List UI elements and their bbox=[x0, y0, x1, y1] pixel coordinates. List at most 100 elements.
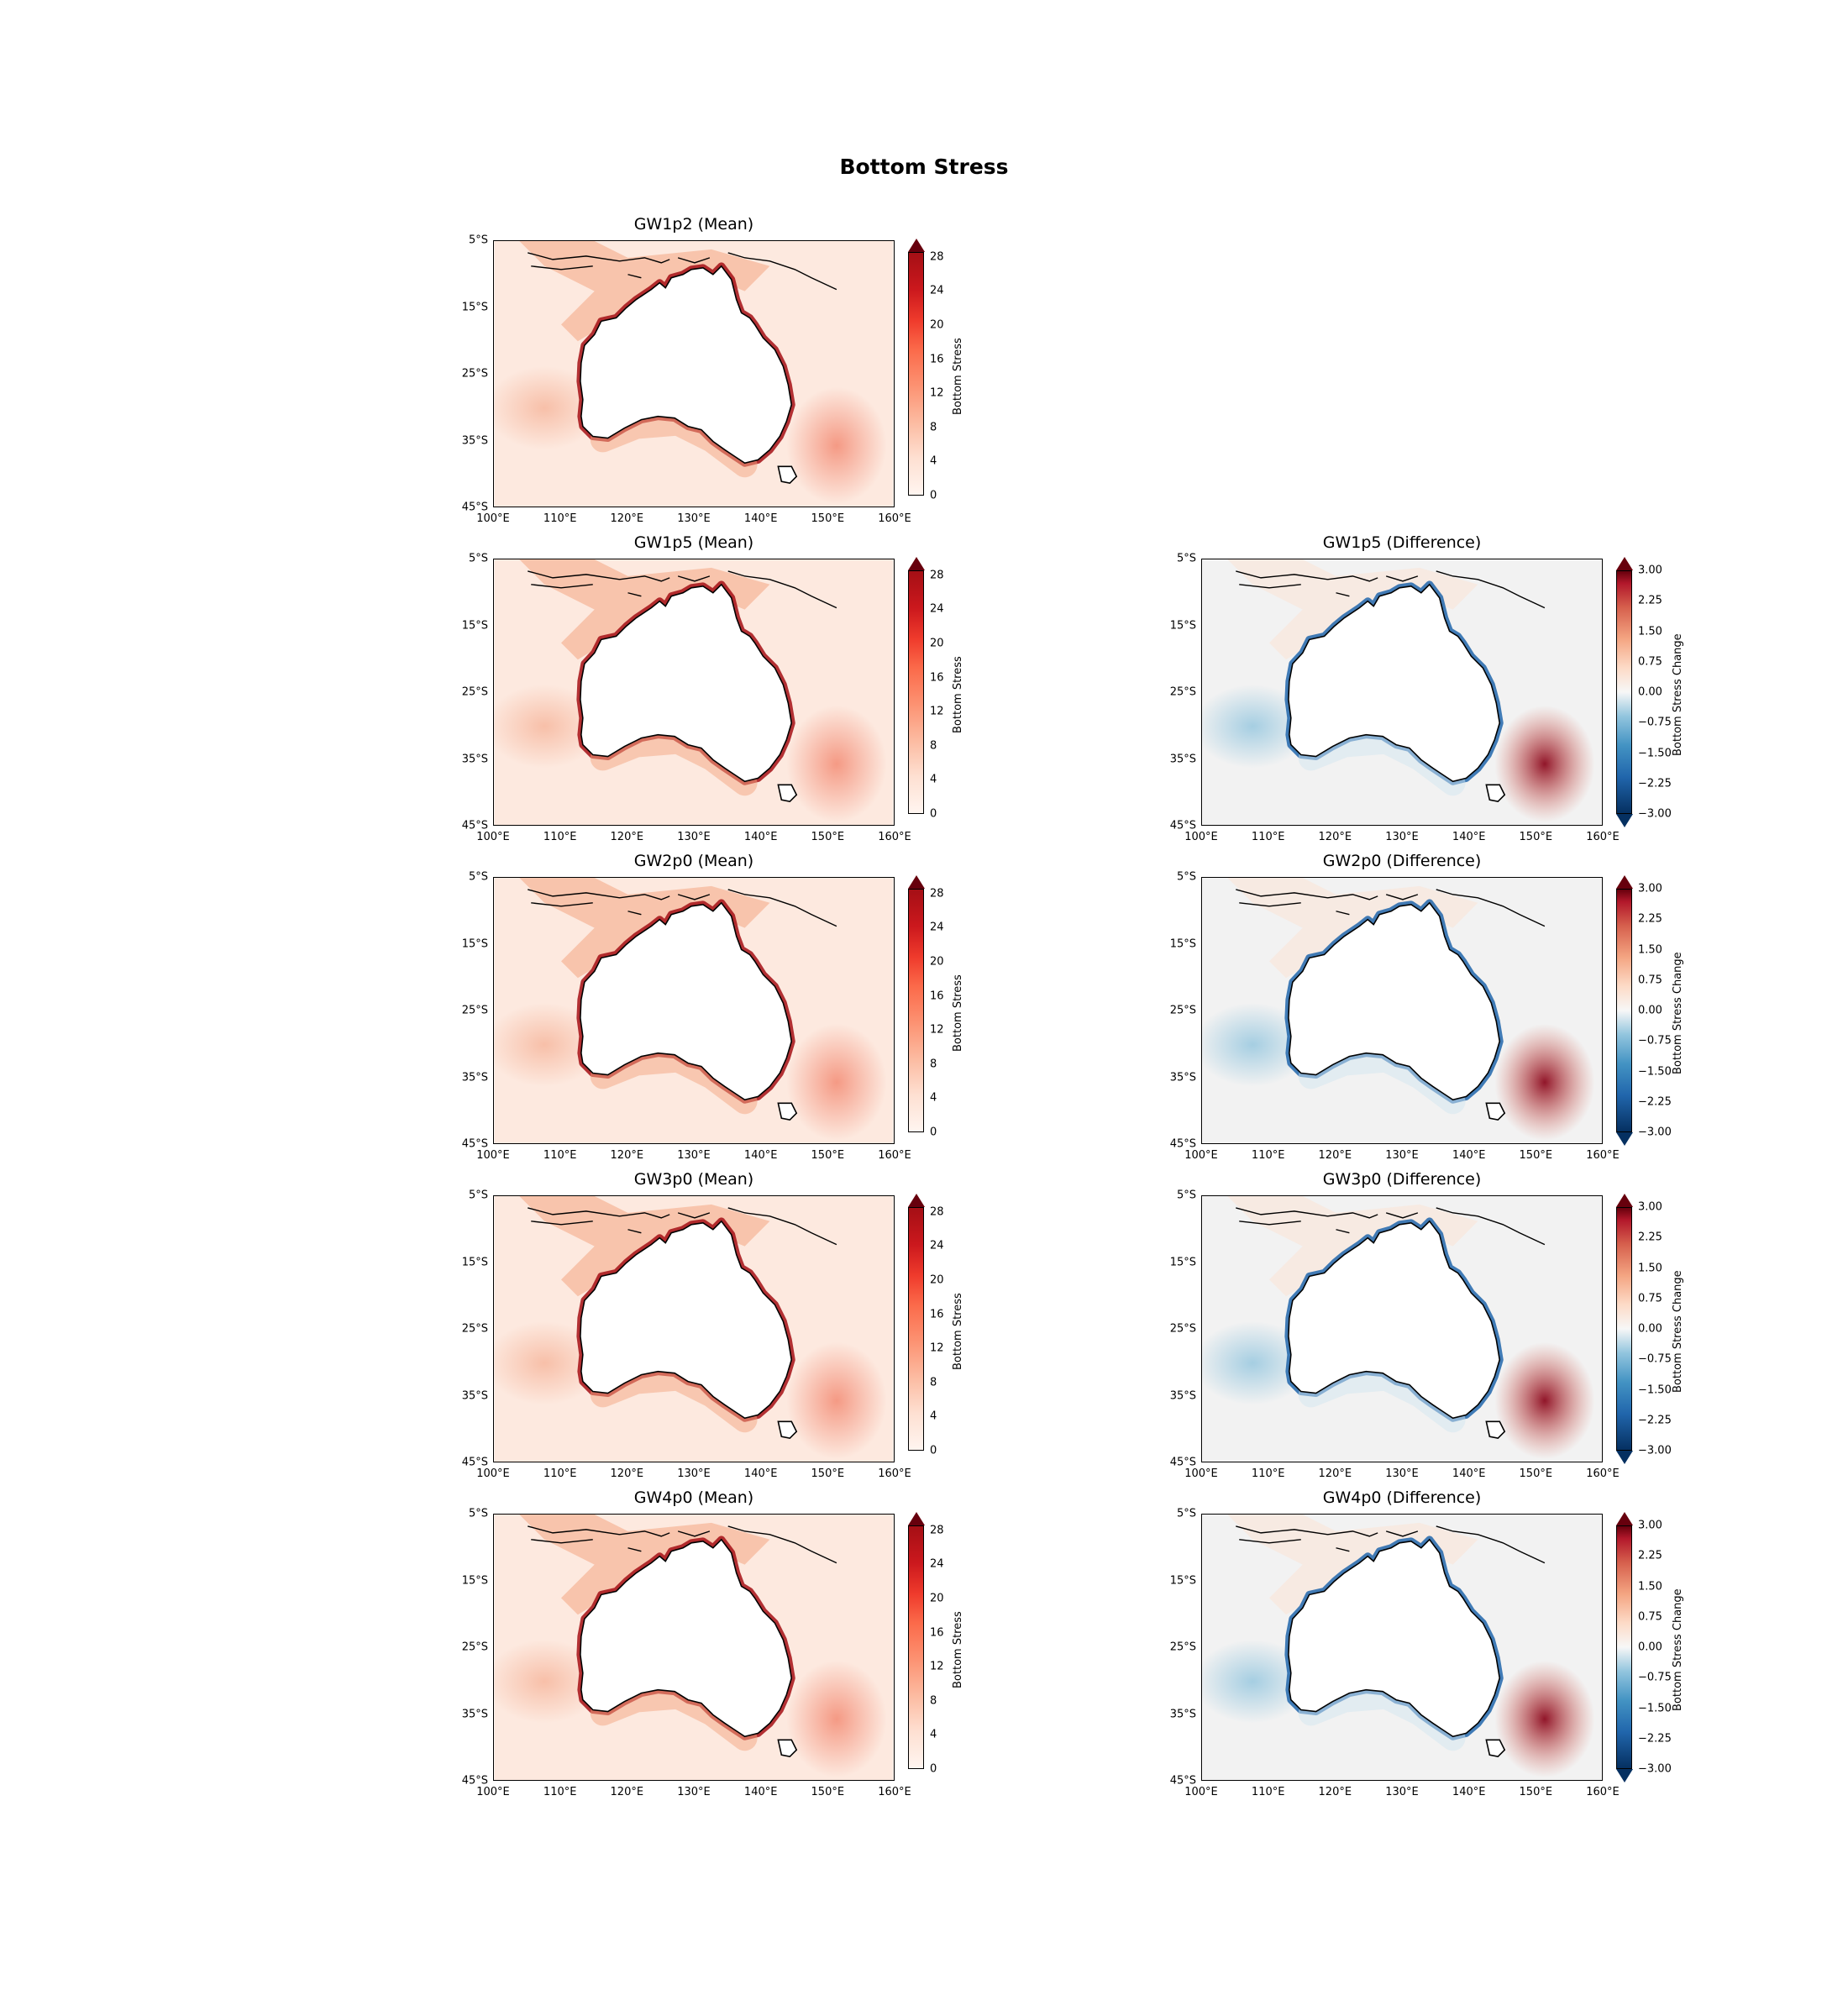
lat-tick-label: 15°S bbox=[461, 1256, 488, 1268]
lon-tick-label: 160°E bbox=[1586, 1786, 1620, 1798]
colorbar-tick-label: 3.00 bbox=[1638, 882, 1662, 895]
colorbar-tick-label: 0 bbox=[930, 1444, 937, 1457]
map-area bbox=[1201, 559, 1603, 826]
colorbar-tick-label: 24 bbox=[930, 1239, 944, 1252]
colorbar-tick-label: 16 bbox=[930, 1626, 944, 1640]
australia-land bbox=[580, 583, 793, 783]
colorbar-tick-label: −0.75 bbox=[1638, 1671, 1672, 1684]
map-svg bbox=[494, 1196, 894, 1462]
lon-tick-label: 110°E bbox=[543, 1149, 577, 1162]
panel-title: GW2p0 (Difference) bbox=[1322, 852, 1482, 870]
colorbar-tick-label: 8 bbox=[930, 1376, 937, 1389]
colorbar-tick-label: 1.50 bbox=[1638, 943, 1662, 956]
lon-tick-label: 130°E bbox=[677, 512, 711, 525]
colorbar-tick-label: 12 bbox=[930, 705, 944, 718]
tasmania-land bbox=[777, 1739, 798, 1758]
lat-tick-label: 35°S bbox=[1169, 1071, 1196, 1084]
lon-tick-label: 130°E bbox=[677, 1786, 711, 1798]
southeast-anomaly bbox=[786, 1341, 887, 1460]
colorbar-label: Bottom Stress bbox=[952, 656, 964, 734]
lat-tick-label: 5°S bbox=[468, 1507, 488, 1520]
panel-title: GW3p0 (Difference) bbox=[1322, 1170, 1482, 1189]
lon-tick-label: 150°E bbox=[1519, 1149, 1553, 1162]
colorbar-tick-label: 2.25 bbox=[1638, 1231, 1662, 1244]
lon-tick-label: 130°E bbox=[1385, 831, 1419, 843]
colorbar-tick-label: 0.75 bbox=[1638, 1292, 1662, 1305]
lon-tick-label: 120°E bbox=[1318, 1786, 1352, 1798]
colorbar-tick-label: 20 bbox=[930, 1592, 944, 1605]
lat-tick-label: 5°S bbox=[1176, 1189, 1196, 1202]
colorbar-label: Bottom Stress Change bbox=[1672, 633, 1684, 756]
colorbar-tick-label: 16 bbox=[930, 990, 944, 1003]
colorbar-tick-label: 0 bbox=[930, 1762, 937, 1776]
southeast-anomaly bbox=[1494, 1660, 1595, 1778]
colorbar-tick-label: 0.00 bbox=[1638, 685, 1662, 699]
colorbar-tick-label: 0.00 bbox=[1638, 1641, 1662, 1654]
lon-tick-label: 160°E bbox=[1586, 1467, 1620, 1480]
lon-tick-label: 110°E bbox=[543, 1467, 577, 1480]
lat-tick-label: 15°S bbox=[1169, 1574, 1196, 1587]
australia-land bbox=[580, 265, 793, 465]
figure-title: Bottom Stress bbox=[839, 155, 1009, 179]
colorbar-extend-max bbox=[908, 1512, 925, 1525]
lat-tick-label: 35°S bbox=[461, 753, 488, 765]
lon-tick-label: 160°E bbox=[878, 512, 911, 525]
lon-tick-label: 100°E bbox=[476, 1467, 510, 1480]
lon-tick-label: 110°E bbox=[1251, 1467, 1285, 1480]
panel-gw1p2-mean: GW1p2 (Mean) 5°S 15°S 25°S 35°S 45°S 100°E 110°… bbox=[462, 215, 964, 525]
colorbar-tick-label: 24 bbox=[930, 921, 944, 934]
western-anomaly bbox=[494, 685, 603, 769]
lat-tick-label: 15°S bbox=[1169, 619, 1196, 632]
lon-tick-label: 130°E bbox=[1385, 1467, 1419, 1480]
lon-tick-label: 100°E bbox=[476, 1149, 510, 1162]
lon-tick-label: 120°E bbox=[610, 1467, 644, 1480]
colorbar-tick-label: 4 bbox=[930, 773, 937, 786]
southeast-anomaly bbox=[1494, 1341, 1595, 1460]
mean-colorbar: 0 4 8 12 16 20 24 28 Bottom Stress bbox=[908, 1512, 964, 1776]
western-anomaly bbox=[1202, 1321, 1311, 1405]
lon-tick-label: 140°E bbox=[743, 1786, 778, 1798]
southeast-anomaly bbox=[786, 386, 887, 505]
colorbar-tick-label: 0.75 bbox=[1638, 974, 1662, 987]
lat-tick-label: 35°S bbox=[461, 1071, 488, 1084]
colorbar-gradient bbox=[908, 1525, 924, 1769]
lon-tick-label: 130°E bbox=[677, 1149, 711, 1162]
western-anomaly bbox=[1202, 685, 1311, 769]
colorbar-tick-label: 4 bbox=[930, 1728, 937, 1741]
colorbar-tick-label: 20 bbox=[930, 637, 944, 650]
map-area bbox=[493, 1195, 895, 1462]
lon-tick-label: 130°E bbox=[677, 1467, 711, 1480]
colorbar-label: Bottom Stress Change bbox=[1672, 952, 1684, 1074]
colorbar-tick-label: 16 bbox=[930, 671, 944, 685]
colorbar-label: Bottom Stress Change bbox=[1672, 1270, 1684, 1393]
panel-title: GW4p0 (Difference) bbox=[1322, 1488, 1482, 1507]
colorbar-tick-label: 8 bbox=[930, 1694, 937, 1708]
lon-tick-label: 120°E bbox=[1318, 831, 1352, 843]
lat-tick-label: 25°S bbox=[461, 685, 488, 699]
colorbar-tick-label: 0 bbox=[930, 489, 937, 502]
lat-tick-label: 15°S bbox=[1169, 937, 1196, 950]
colorbar-tick-label: 20 bbox=[930, 1273, 944, 1287]
lon-tick-label: 150°E bbox=[811, 1467, 845, 1480]
colorbar-tick-label: 24 bbox=[930, 1557, 944, 1571]
map-svg bbox=[494, 1515, 894, 1780]
lon-tick-label: 100°E bbox=[476, 512, 510, 525]
colorbar-tick-label: 12 bbox=[930, 1023, 944, 1037]
lon-tick-label: 150°E bbox=[811, 1786, 845, 1798]
lon-tick-label: 110°E bbox=[543, 1786, 577, 1798]
colorbar-tick-label: 1.50 bbox=[1638, 1262, 1662, 1274]
indonesia-coastlines bbox=[528, 1207, 837, 1246]
colorbar-extend-max bbox=[908, 875, 925, 889]
colorbar-tick-label: 28 bbox=[930, 887, 944, 900]
lon-tick-label: 100°E bbox=[476, 1786, 510, 1798]
lon-tick-label: 160°E bbox=[878, 1786, 911, 1798]
map-svg bbox=[494, 241, 894, 507]
map-svg bbox=[1202, 1515, 1602, 1780]
map-svg bbox=[1202, 1196, 1602, 1462]
lon-tick-label: 110°E bbox=[1251, 831, 1285, 843]
tasmania-land bbox=[777, 1420, 798, 1440]
colorbar-tick-label: 4 bbox=[930, 454, 937, 468]
lon-tick-label: 110°E bbox=[543, 831, 577, 843]
colorbar-tick-label: −3.00 bbox=[1638, 1444, 1672, 1457]
colorbar-tick-label: 3.00 bbox=[1638, 1200, 1662, 1214]
